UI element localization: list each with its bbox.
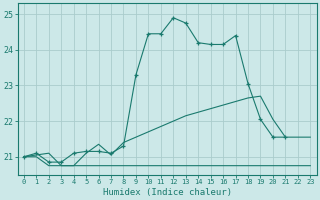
X-axis label: Humidex (Indice chaleur): Humidex (Indice chaleur) xyxy=(103,188,232,197)
